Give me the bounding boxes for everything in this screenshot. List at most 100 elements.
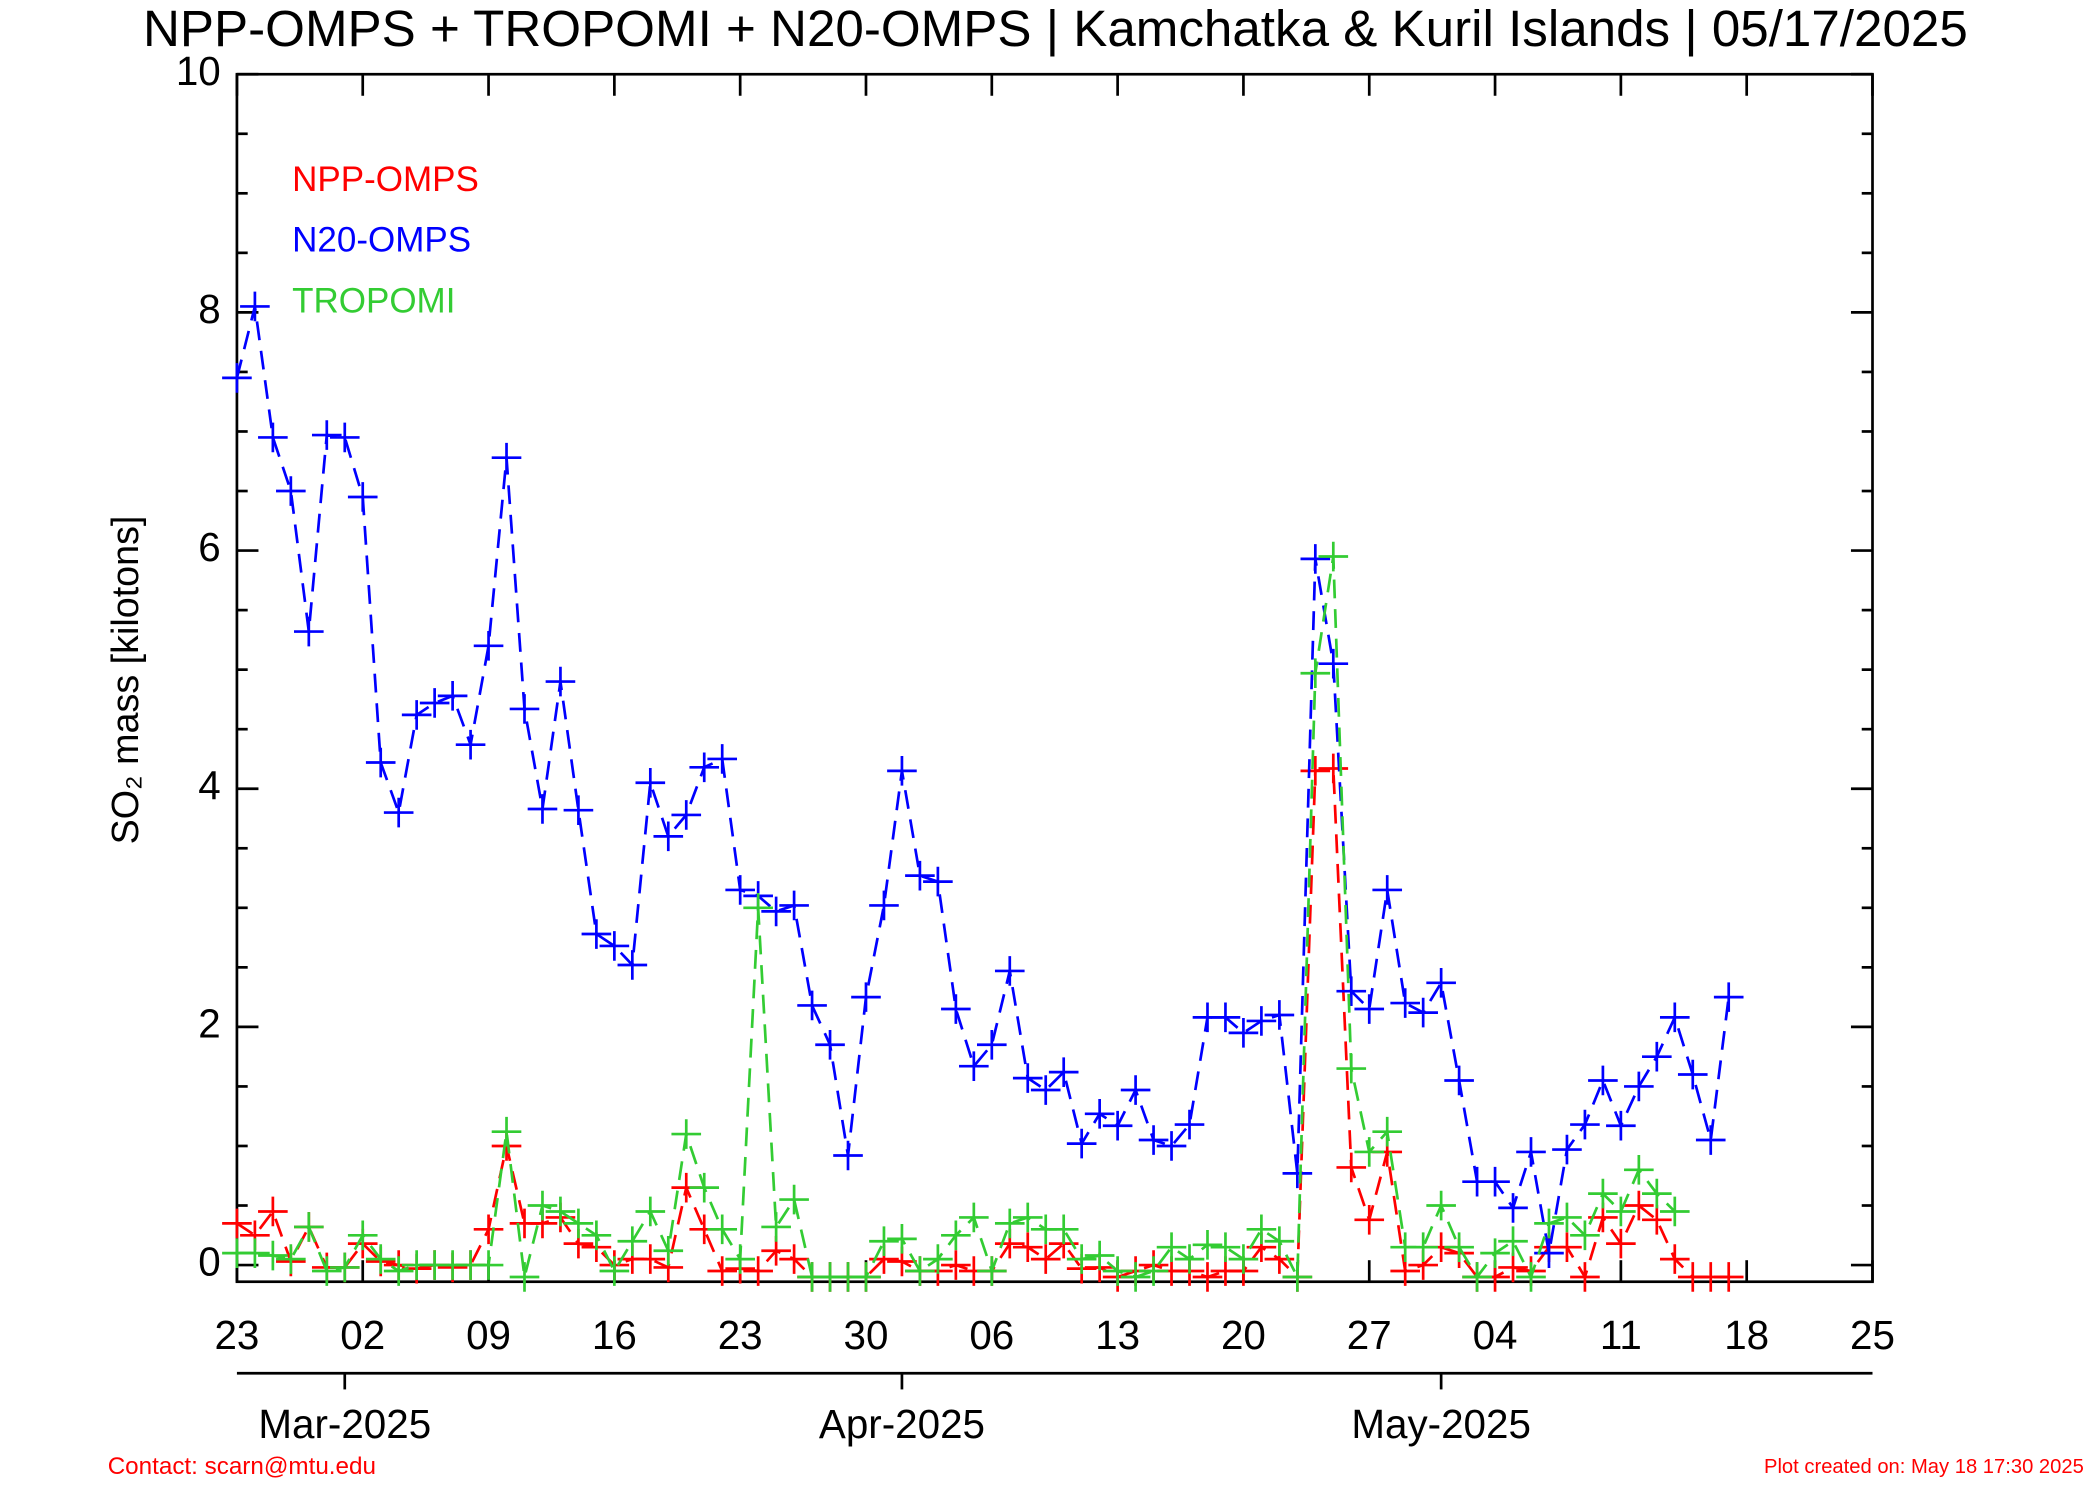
- point-marker: [294, 1212, 324, 1242]
- point-marker: [1642, 1041, 1672, 1072]
- point-marker: [401, 700, 432, 730]
- point-marker: [509, 694, 540, 724]
- point-marker: [1084, 1240, 1115, 1271]
- point-marker: [1282, 1158, 1313, 1189]
- x-tick-label: 02: [340, 1312, 385, 1358]
- point-marker: [1570, 1109, 1600, 1140]
- point-marker: [1372, 875, 1403, 905]
- series-line: [235, 306, 1731, 1254]
- point-marker: [869, 890, 899, 921]
- point-marker: [1210, 1002, 1241, 1033]
- point-marker: [959, 1051, 989, 1081]
- point-marker: [1120, 1075, 1151, 1105]
- point-marker: [563, 1208, 594, 1239]
- point-marker: [365, 1244, 396, 1274]
- point-marker: [851, 982, 881, 1012]
- point-marker: [617, 950, 648, 980]
- point-marker: [941, 1250, 971, 1280]
- contact: Contact: scarn@mtu.edu: [108, 1453, 376, 1480]
- point-marker: [653, 1235, 684, 1266]
- point-marker: [437, 681, 468, 711]
- point-marker: [1102, 1110, 1133, 1141]
- month-label: Mar-2025: [258, 1401, 431, 1447]
- point-marker: [923, 1244, 953, 1274]
- point-marker: [1336, 1053, 1367, 1084]
- point-marker: [635, 767, 666, 798]
- point-marker: [1516, 1262, 1546, 1292]
- x-tick-label: 11: [1600, 1312, 1642, 1358]
- point-marker: [1498, 1193, 1528, 1223]
- point-marker: [1156, 1131, 1187, 1161]
- point-marker: [1372, 1116, 1403, 1147]
- point-marker: [851, 1262, 881, 1292]
- point-marker: [941, 994, 971, 1024]
- point-marker: [311, 420, 342, 450]
- legend-label: NPP-OMPS: [292, 160, 479, 199]
- point-marker: [959, 1202, 989, 1233]
- point-marker: [743, 893, 773, 923]
- x-tick-label: 06: [969, 1312, 1014, 1358]
- point-marker: [653, 821, 684, 852]
- point-marker: [1498, 1252, 1528, 1283]
- point-marker: [1354, 994, 1385, 1024]
- point-marker: [1192, 1230, 1223, 1260]
- x-tick-label: 20: [1221, 1312, 1266, 1358]
- created-note: Plot created on: May 18 17:30 2025: [1764, 1456, 2084, 1478]
- point-marker: [635, 1244, 666, 1274]
- x-tick-label: 23: [718, 1312, 763, 1358]
- x-tick-label: 09: [466, 1312, 511, 1358]
- x-tick-label: 18: [1724, 1312, 1769, 1358]
- point-marker: [1192, 1262, 1223, 1292]
- point-marker: [635, 1196, 666, 1227]
- chart-title: NPP-OMPS + TROPOMI + N20-OMPS | Kamchatk…: [143, 0, 1968, 57]
- point-marker: [1588, 1065, 1618, 1096]
- point-marker: [599, 1256, 630, 1286]
- point-marker: [1570, 1220, 1600, 1251]
- point-marker: [1390, 988, 1421, 1018]
- legend-label: N20-OMPS: [292, 221, 471, 260]
- point-marker: [1642, 1205, 1672, 1235]
- point-marker: [887, 756, 917, 786]
- point-marker: [725, 875, 755, 905]
- point-marker: [1426, 968, 1456, 998]
- y-axis-label: SO₂ mass [kilotons]: [104, 516, 146, 845]
- point-marker: [905, 1256, 935, 1286]
- point-marker: [797, 990, 827, 1021]
- point-marker: [923, 866, 953, 897]
- point-marker: [1462, 1262, 1492, 1292]
- point-marker: [276, 1244, 306, 1274]
- point-marker: [527, 794, 558, 824]
- point-marker: [1300, 658, 1331, 689]
- point-marker: [1408, 1232, 1438, 1263]
- x-tick-label: 27: [1347, 1312, 1392, 1358]
- x-tick-label: 04: [1473, 1312, 1518, 1358]
- point-marker: [1444, 1232, 1474, 1263]
- point-marker: [1588, 1178, 1618, 1209]
- x-tick-label: 16: [592, 1312, 637, 1358]
- point-marker: [1174, 1109, 1205, 1140]
- point-marker: [1336, 1152, 1367, 1183]
- point-marker: [1264, 1000, 1295, 1030]
- x-tick-label: 25: [1850, 1312, 1895, 1358]
- point-marker: [1480, 1238, 1510, 1268]
- month-label: May-2025: [1351, 1401, 1531, 1447]
- y-tick-label: 8: [198, 286, 220, 332]
- point-marker: [383, 1256, 414, 1286]
- point-marker: [1408, 997, 1438, 1028]
- point-marker: [1012, 1202, 1043, 1233]
- point-marker: [707, 1256, 738, 1286]
- point-marker: [347, 482, 378, 512]
- point-marker: [1624, 1154, 1654, 1185]
- point-marker: [1606, 1110, 1636, 1141]
- point-marker: [1120, 1262, 1151, 1292]
- point-marker: [1012, 1232, 1043, 1263]
- point-marker: [779, 1244, 809, 1274]
- point-marker: [222, 1208, 252, 1239]
- point-marker: [1552, 1202, 1582, 1233]
- legend-label: TROPOMI: [292, 281, 455, 320]
- point-marker: [1677, 1059, 1708, 1090]
- point-marker: [527, 1190, 558, 1221]
- point-marker: [581, 1220, 612, 1251]
